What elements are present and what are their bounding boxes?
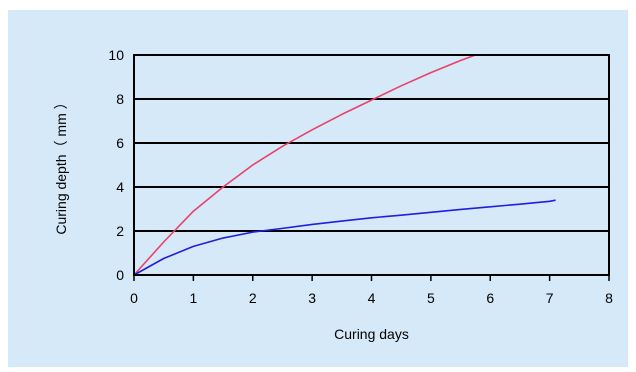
series-line-2	[133, 199, 556, 276]
x-tick-label: 7	[546, 290, 554, 306]
x-axis-ticks: 0 1 2 3 4 5 6 7 8	[130, 275, 613, 306]
gridlines	[134, 98, 609, 232]
x-tick-label: 3	[308, 290, 316, 306]
plot-frame	[133, 54, 610, 276]
x-tick-label: 5	[427, 290, 435, 306]
x-tick-label: 4	[368, 290, 376, 306]
x-tick-label: 8	[605, 290, 613, 306]
y-axis-ticks: 0 2 4 6 8 10	[108, 47, 124, 283]
x-tick-label: 1	[189, 290, 197, 306]
y-tick-label: 8	[116, 91, 124, 107]
x-tick-label: 0	[130, 290, 138, 306]
series-line-1	[133, 54, 476, 276]
chart-panel	[8, 10, 628, 367]
series-lines	[133, 54, 556, 276]
y-tick-label: 10	[108, 47, 124, 63]
y-axis-label: Curing depth（ mm ）	[53, 95, 69, 234]
x-axis-label: Curing days	[334, 326, 409, 342]
y-tick-label: 6	[116, 135, 124, 151]
y-tick-label: 4	[116, 179, 124, 195]
x-tick-label: 2	[249, 290, 257, 306]
x-tick-label: 6	[486, 290, 494, 306]
y-tick-label: 0	[116, 267, 124, 283]
y-tick-label: 2	[116, 223, 124, 239]
